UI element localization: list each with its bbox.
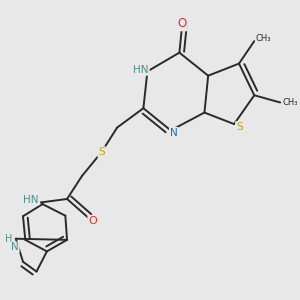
Text: CH₃: CH₃ (283, 98, 298, 107)
Text: O: O (178, 17, 187, 30)
Text: HN: HN (23, 194, 39, 205)
Text: N: N (11, 242, 19, 253)
Text: N: N (170, 128, 178, 138)
Text: O: O (88, 216, 97, 226)
Text: CH₃: CH₃ (256, 34, 271, 43)
Text: S: S (236, 122, 243, 132)
Text: S: S (98, 147, 105, 157)
Text: H: H (5, 234, 12, 244)
Text: HN: HN (133, 65, 149, 75)
